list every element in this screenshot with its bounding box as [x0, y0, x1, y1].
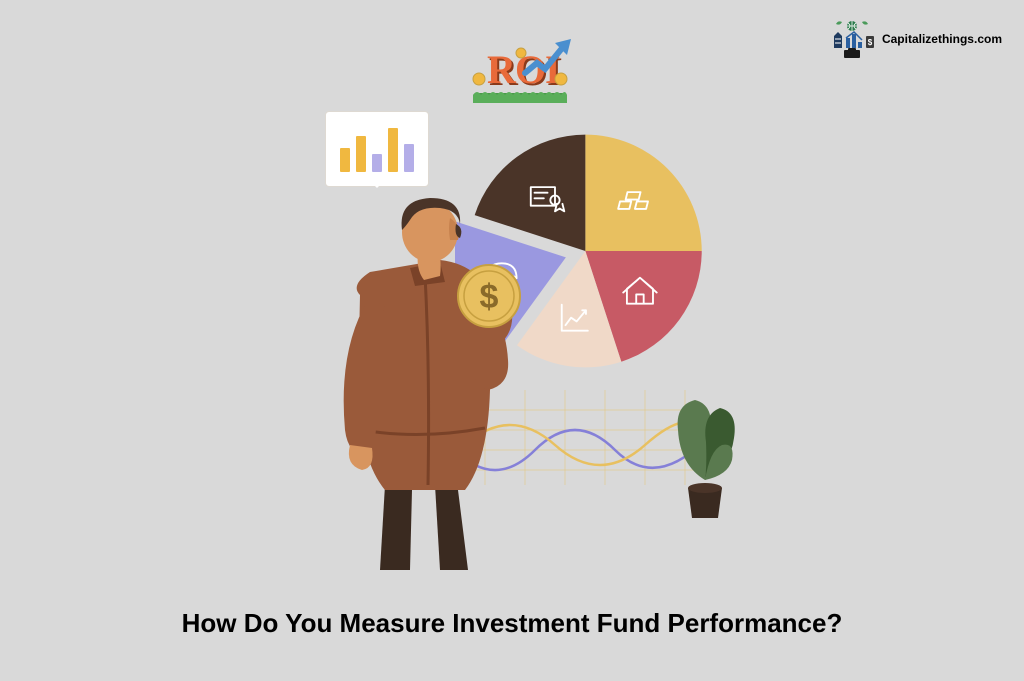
svg-text:$: $ — [868, 38, 873, 47]
plant-icon — [660, 390, 750, 520]
dollar-coin-icon: $ — [456, 263, 522, 329]
popup-bar — [372, 154, 382, 172]
coin-symbol: $ — [480, 278, 499, 316]
svg-text:R: R — [487, 47, 517, 92]
popup-bar — [404, 144, 414, 172]
popup-bar — [340, 148, 350, 172]
popup-bar — [388, 128, 398, 172]
illustration-stage: RR OO II — [300, 105, 730, 565]
person-icon — [290, 190, 550, 580]
brand-block: $ Capitalizethings.com — [828, 18, 1002, 60]
page-title: How Do You Measure Investment Fund Perfo… — [0, 608, 1024, 639]
popup-bar — [356, 136, 366, 172]
popup-bar-chart — [325, 111, 429, 187]
pie-slice-gold-bars — [585, 135, 701, 251]
brand-logo-icon: $ — [828, 18, 876, 60]
brand-text: Capitalizethings.com — [882, 32, 1002, 46]
roi-badge-icon: RR OO II — [455, 33, 585, 107]
